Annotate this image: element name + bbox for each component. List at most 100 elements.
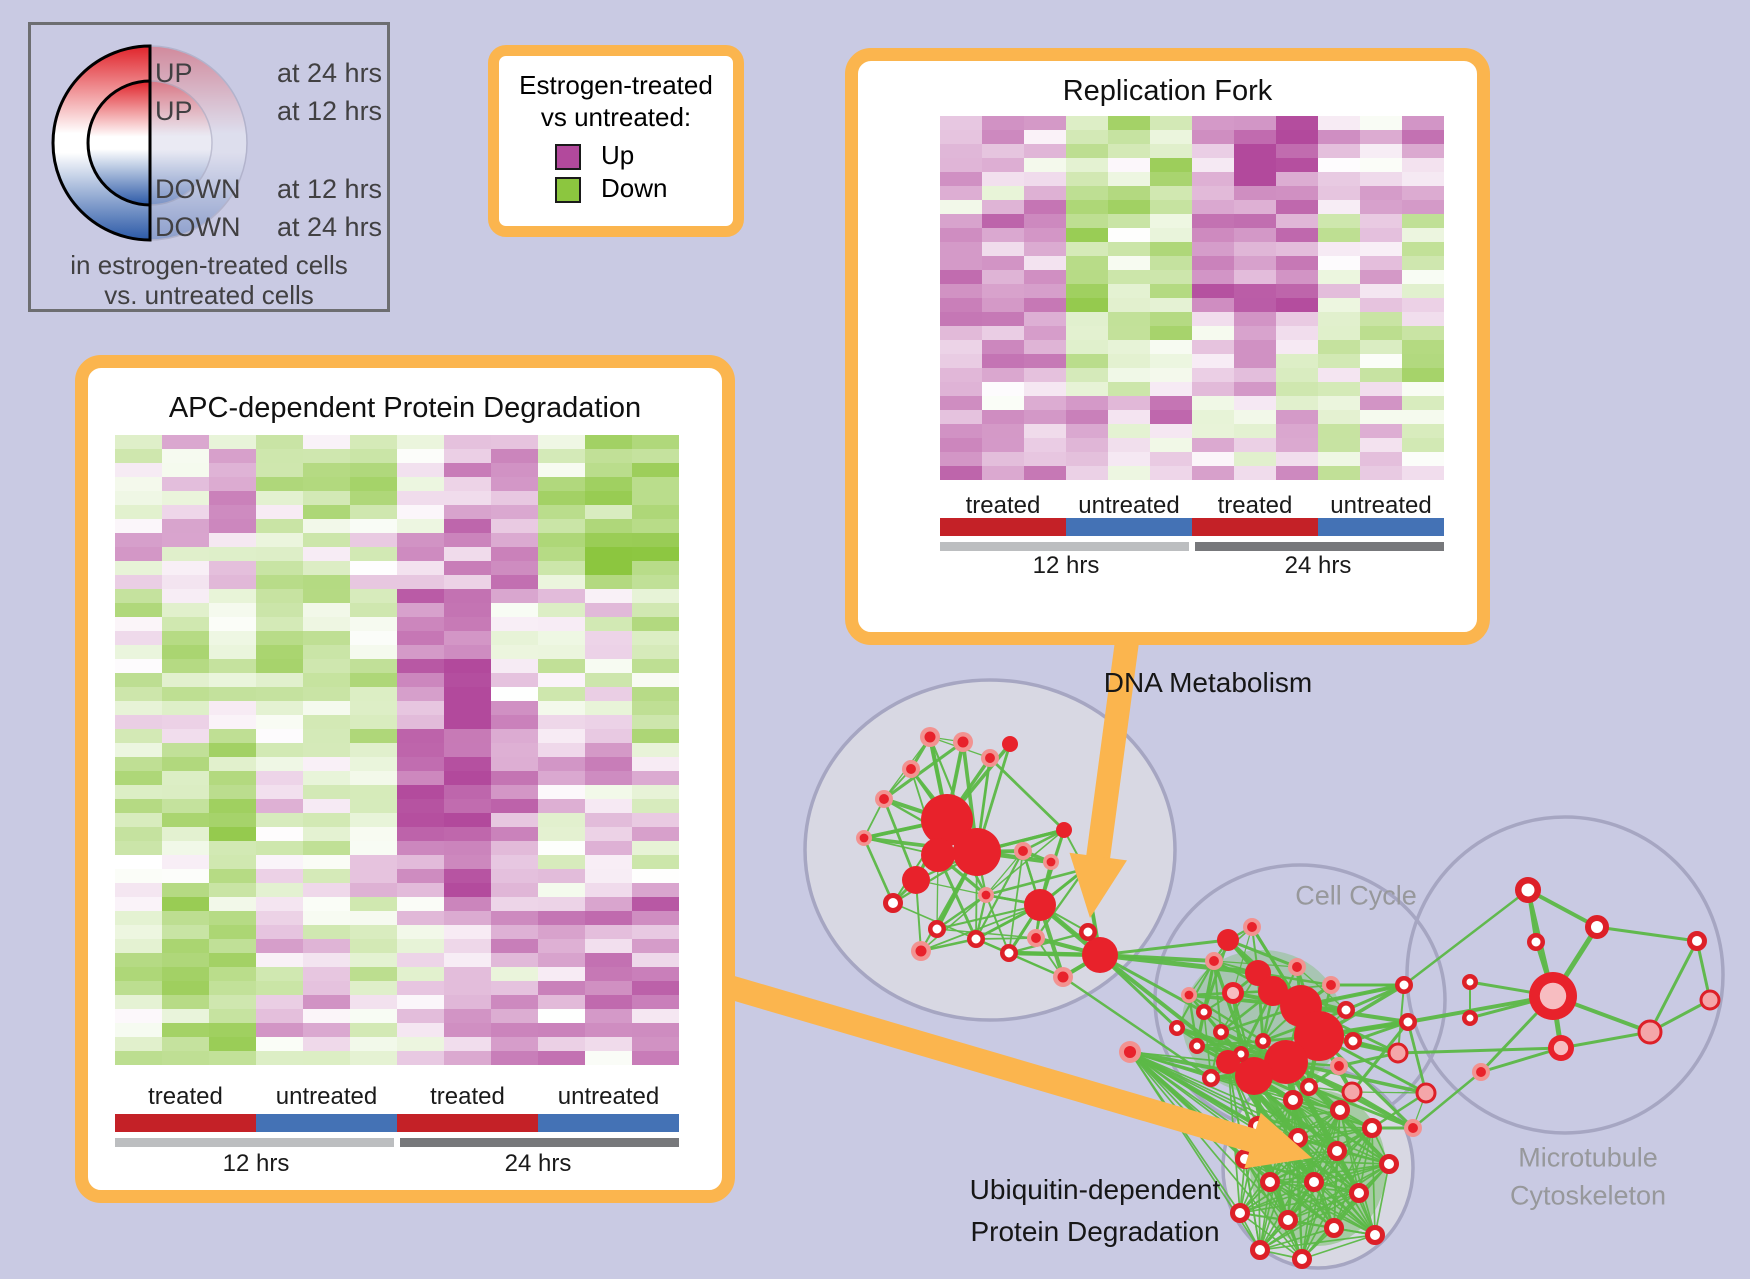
heatmap-cell: [1024, 116, 1066, 130]
heatmap-cell: [256, 645, 303, 659]
network-edge: [1403, 889, 1529, 986]
heatmap-cell: [303, 435, 350, 449]
heatmap-cell: [397, 575, 444, 589]
heatmap-cell: [982, 130, 1024, 144]
heatmap-cell: [1318, 158, 1360, 172]
heatmap-cell: [397, 645, 444, 659]
heatmap-cell: [397, 939, 444, 953]
legend-time: at 12 hrs: [277, 174, 383, 204]
heatmap-cell: [350, 491, 397, 505]
treatment-group-bar: [115, 1114, 256, 1132]
heatmap-cell: [491, 855, 538, 869]
heatmap-cell: [444, 659, 491, 673]
time-group-label: 24 hrs: [504, 1150, 572, 1177]
network-edge: [1412, 1071, 1482, 1129]
heatmap-cell: [256, 953, 303, 967]
heatmap-cell: [1024, 354, 1066, 368]
heatmap-cell: [115, 673, 162, 687]
heatmap-cell: [982, 368, 1024, 382]
heatmap-cell: [585, 855, 632, 869]
heatmap-cell: [632, 589, 679, 603]
network-edge: [1397, 1046, 1562, 1055]
heatmap-cell: [1192, 158, 1234, 172]
treatment-group-label: treated: [965, 492, 1041, 519]
network-node: [902, 866, 930, 894]
heatmap-cell: [632, 533, 679, 547]
heatmap-cell: [940, 312, 982, 326]
heatmap-cell: [115, 743, 162, 757]
heatmap-cell: [940, 424, 982, 438]
heatmap-cell: [1108, 172, 1150, 186]
heatmap-cell: [1108, 144, 1150, 158]
heatmap-cell: [538, 897, 585, 911]
network-node: [967, 930, 985, 948]
heatmap-cell: [1066, 382, 1108, 396]
heatmap-cell: [397, 855, 444, 869]
heatmap-cell: [1150, 270, 1192, 284]
heatmap-cell: [1276, 270, 1318, 284]
heatmap-cell: [1318, 410, 1360, 424]
heatmap-cell: [256, 477, 303, 491]
network-node: [1196, 1004, 1212, 1020]
heatmap-cell: [1402, 466, 1444, 480]
network-node: [1230, 1203, 1250, 1223]
network-edge: [1285, 1060, 1427, 1095]
heatmap-cell: [1024, 270, 1066, 284]
heatmap-cell: [538, 785, 585, 799]
heatmap-cell: [303, 1009, 350, 1023]
heatmap-cell: [1360, 340, 1402, 354]
heatmap-cell: [1108, 284, 1150, 298]
heatmap-cell: [209, 799, 256, 813]
heatmap-cell: [491, 1037, 538, 1051]
heatmap-cell: [397, 533, 444, 547]
heatmap-cell: [350, 757, 397, 771]
heatmap-cell: [1234, 298, 1276, 312]
network-edge: [936, 928, 1037, 939]
network-node: [1079, 923, 1097, 941]
time-group-label: 12 hrs: [1032, 552, 1100, 579]
heatmap-cell: [1024, 438, 1066, 452]
heatmap-cell: [303, 589, 350, 603]
heatmap-cell: [538, 449, 585, 463]
heatmap-cell: [491, 785, 538, 799]
heatmap-cell: [162, 771, 209, 785]
heatmap-cell: [1402, 186, 1444, 200]
heatmap-cell: [1360, 270, 1402, 284]
heatmap-cell: [982, 298, 1024, 312]
heatmap-cell: [1150, 396, 1192, 410]
heatmap-cell: [1276, 158, 1318, 172]
heatmap-cell: [350, 463, 397, 477]
heatmap-cell: [350, 729, 397, 743]
heatmap-cell: [162, 547, 209, 561]
up-down-gradient-circles-icon: [51, 44, 248, 242]
heatmap-cell: [350, 519, 397, 533]
heatmap-cell: [350, 449, 397, 463]
heatmap-cell: [1066, 158, 1108, 172]
heatmap-cell: [1234, 438, 1276, 452]
network-node-core: [1539, 982, 1567, 1010]
heatmap-cell: [585, 841, 632, 855]
heatmap-cell: [350, 939, 397, 953]
heatmap-cell: [585, 645, 632, 659]
heatmap-cell: [444, 757, 491, 771]
heatmap-cell: [350, 995, 397, 1009]
heatmap-cell: [350, 953, 397, 967]
network-edge: [1308, 1085, 1414, 1130]
network-edge: [1259, 1227, 1335, 1251]
heatmap-cell: [115, 547, 162, 561]
heatmap-cell: [256, 911, 303, 925]
network-node-core: [1226, 986, 1240, 1000]
heatmap-cell: [1402, 242, 1444, 256]
heatmap-cell: [162, 911, 209, 925]
heatmap-cell: [1192, 396, 1234, 410]
heatmap-cell: [538, 533, 585, 547]
heatmap-cell: [940, 466, 982, 480]
heatmap-cell: [538, 855, 585, 869]
heatmap-cell: [585, 491, 632, 505]
heatmap-cell: [350, 435, 397, 449]
network-edge: [975, 937, 1037, 940]
heatmap-cell: [1360, 424, 1402, 438]
heatmap-cell: [1318, 200, 1360, 214]
network-node: [1341, 1081, 1363, 1103]
network-node-core: [915, 945, 927, 957]
